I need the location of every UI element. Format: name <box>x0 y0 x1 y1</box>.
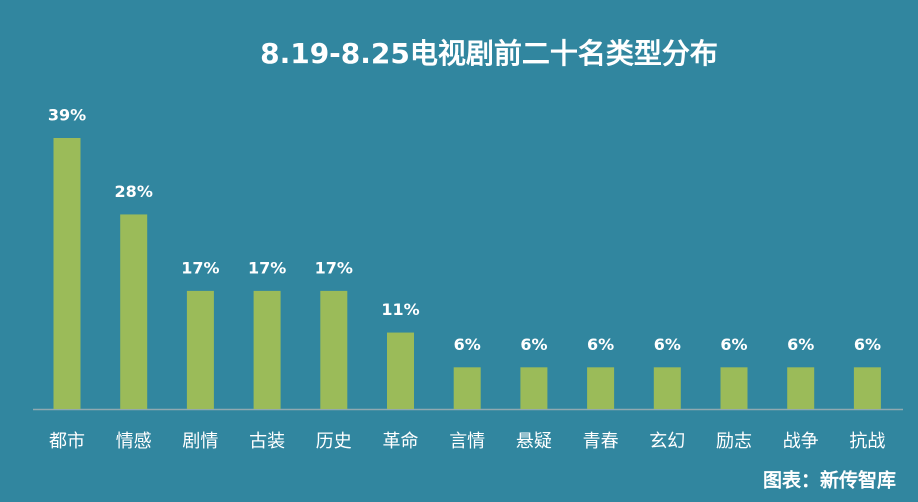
x-tick-label: 悬疑 <box>516 431 552 452</box>
value-label: 6% <box>587 335 614 354</box>
x-tick-label: 言情 <box>449 431 485 452</box>
bar <box>320 290 348 409</box>
bar <box>120 214 148 409</box>
x-tick-label: 情感 <box>116 431 152 452</box>
bar <box>387 332 414 409</box>
value-label: 17% <box>248 258 286 277</box>
x-tick-label: 青春 <box>583 431 619 452</box>
x-tick-label: 都市 <box>49 431 85 452</box>
bar <box>53 138 81 409</box>
value-label: 17% <box>315 258 353 277</box>
bar <box>587 367 615 409</box>
value-label: 11% <box>381 300 419 319</box>
x-tick-label: 励志 <box>716 431 752 452</box>
x-tick-label: 古装 <box>249 431 285 452</box>
x-tick-label: 战争 <box>783 431 819 452</box>
x-tick-label: 革命 <box>383 431 419 452</box>
value-label: 6% <box>520 335 547 354</box>
bar <box>186 290 214 409</box>
value-label: 17% <box>181 258 219 277</box>
chart-title: 8.19-8.25电视剧前二十名类型分布 <box>260 37 718 70</box>
bar <box>520 367 548 409</box>
value-label: 39% <box>48 106 86 125</box>
bar <box>787 367 815 409</box>
value-label: 6% <box>454 335 481 354</box>
bar <box>253 290 281 409</box>
bar <box>720 367 748 409</box>
value-label: 28% <box>115 182 153 201</box>
value-label: 6% <box>854 335 881 354</box>
bar <box>653 367 681 409</box>
value-label: 6% <box>787 335 814 354</box>
x-tick-label: 玄幻 <box>649 431 685 452</box>
x-tick-label: 抗战 <box>849 431 885 452</box>
source-note: 图表：新传智库 <box>763 469 896 492</box>
x-tick-label: 历史 <box>316 431 352 452</box>
bar <box>453 367 481 409</box>
x-tick-label: 剧情 <box>182 431 218 452</box>
value-label: 6% <box>720 335 747 354</box>
bar <box>853 367 881 409</box>
value-label: 6% <box>654 335 681 354</box>
